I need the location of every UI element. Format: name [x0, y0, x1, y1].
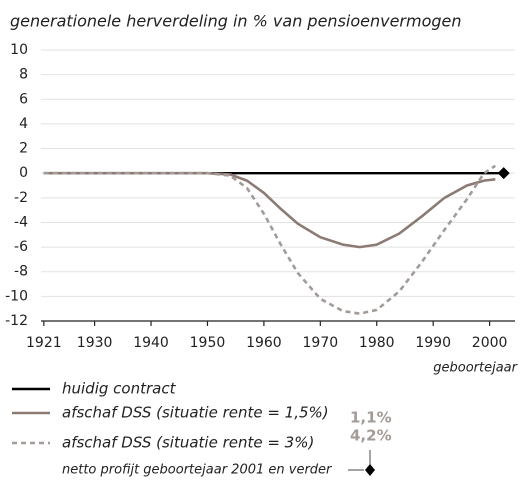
- x-axis-label: geboortejaar: [433, 361, 518, 376]
- y-tick-label: 6: [19, 91, 28, 107]
- series-line: [43, 171, 496, 249]
- y-tick-label: 10: [10, 42, 28, 58]
- x-tick-label: 1930: [77, 335, 113, 351]
- legend-label: afschaf DSS (situatie rente = 3%): [62, 434, 314, 452]
- chart-title: generationele herverdeling in % van pens…: [10, 12, 462, 31]
- x-tick-label: 1950: [190, 335, 226, 351]
- y-tick-label: 2: [19, 141, 28, 157]
- net-profit-value: 1,1%: [350, 409, 392, 427]
- x-tick-label: 1940: [133, 335, 169, 351]
- legend-label: huidig contract: [62, 380, 177, 398]
- x-tick-label: 2000: [472, 335, 508, 351]
- x-tick-label: 1921: [26, 335, 62, 351]
- net-profit-note: netto profijt geboortejaar 2001 en verde…: [62, 463, 333, 478]
- x-tick-label: 1970: [303, 335, 339, 351]
- y-tick-label: -4: [14, 214, 28, 230]
- y-tick-label: 4: [19, 116, 28, 132]
- note-diamond: [365, 464, 375, 476]
- y-tick-label: -12: [5, 313, 28, 329]
- x-tick-label: 1960: [246, 335, 282, 351]
- y-tick-label: 8: [19, 67, 28, 83]
- x-tick-label: 1990: [415, 335, 451, 351]
- x-tick-label: 1980: [359, 335, 395, 351]
- y-tick-label: -2: [14, 190, 28, 206]
- series-line: [43, 164, 497, 315]
- y-tick-label: 0: [19, 165, 28, 181]
- y-tick-label: -10: [5, 288, 28, 304]
- net-profit-value: 4,2%: [350, 427, 392, 445]
- end-marker: [497, 167, 510, 180]
- legend-label: afschaf DSS (situatie rente = 1,5%): [62, 404, 329, 422]
- y-tick-label: -8: [14, 264, 28, 280]
- y-tick-label: -6: [14, 239, 28, 255]
